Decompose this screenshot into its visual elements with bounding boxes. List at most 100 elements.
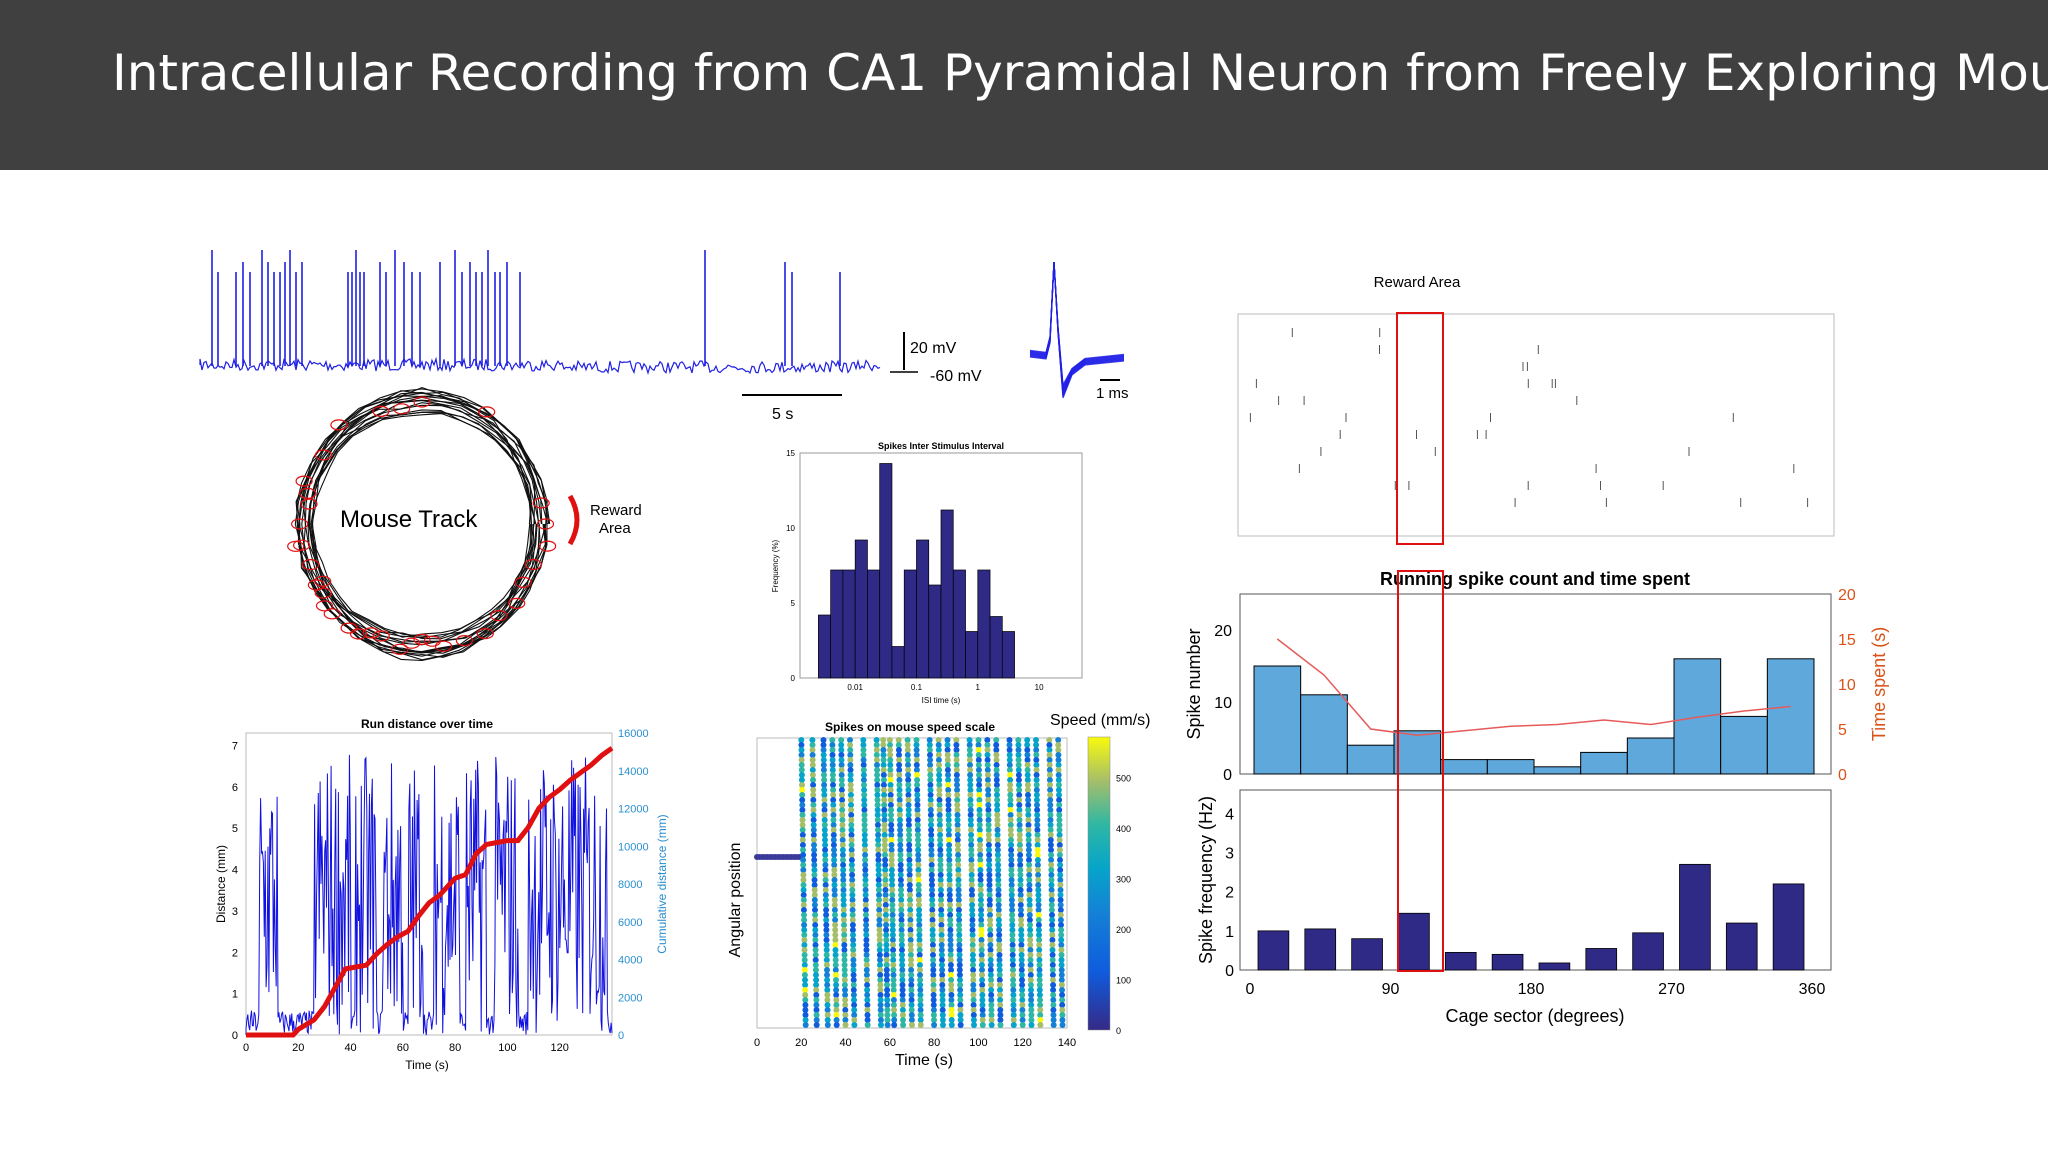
scatter-point	[847, 747, 854, 753]
scatter-point	[1034, 847, 1041, 853]
scatter-point	[832, 942, 839, 948]
scatter-point	[847, 797, 854, 803]
track-spike-marker	[349, 628, 368, 640]
scatter-point	[862, 872, 869, 878]
scatter-point	[883, 947, 890, 953]
freq-xtick: 270	[1658, 981, 1685, 998]
scatter-point	[907, 897, 913, 903]
scatter-point	[927, 782, 934, 788]
scatter-point	[849, 907, 856, 913]
scatter-point	[908, 992, 915, 998]
scatter-point	[930, 997, 937, 1003]
scatter-point	[994, 832, 1001, 838]
scatter-point	[1046, 737, 1053, 743]
track-spike-marker	[538, 540, 557, 552]
colorbar-label: Speed (mm/s)	[1050, 712, 1150, 729]
scatter-point	[946, 867, 953, 873]
waveform-sweep	[1029, 261, 1125, 396]
scatter-point	[1025, 802, 1032, 808]
scatter-point	[1008, 847, 1015, 853]
scatter-point	[936, 797, 943, 803]
scatter-point	[897, 847, 904, 853]
scatter-point	[862, 892, 869, 898]
raster-title: Reward Area	[1374, 274, 1461, 291]
scatter-point	[1033, 787, 1040, 793]
scatter-point	[809, 752, 816, 758]
scatter-point	[887, 762, 894, 768]
scatter-point	[948, 967, 954, 973]
freq-bar	[1585, 948, 1618, 971]
scatter-point	[800, 887, 807, 893]
scatter-point	[800, 882, 807, 888]
scatter-point	[1058, 977, 1065, 983]
scatter-point	[927, 752, 933, 758]
scatter-point	[955, 907, 962, 913]
scatter-point	[1050, 1012, 1057, 1018]
scatter-point	[841, 982, 848, 988]
isi-bar	[867, 569, 881, 679]
scatter-point	[1057, 897, 1064, 903]
count-bar	[1300, 694, 1348, 775]
scatter-point	[979, 1017, 986, 1023]
scatter-point	[1006, 767, 1013, 773]
scatter-point	[979, 987, 986, 993]
scatter-point	[907, 932, 914, 938]
scatter-point	[890, 962, 897, 968]
isi-xtick: 1	[976, 683, 981, 692]
scatter-point	[1026, 887, 1033, 893]
scatter-point	[812, 922, 819, 928]
scatter-point	[812, 917, 819, 923]
scatter-point	[1016, 827, 1023, 833]
scatter-point	[913, 762, 920, 768]
scatter-point	[1055, 742, 1062, 748]
scatter-point	[838, 742, 845, 748]
scatter-point	[1006, 752, 1013, 758]
scatter-point	[850, 937, 857, 943]
scatter-point	[899, 1002, 906, 1008]
scatter-point	[1048, 887, 1055, 893]
scatter-point	[1047, 782, 1053, 788]
freq-ytick: 4	[1225, 806, 1234, 823]
scatter-point	[995, 917, 1002, 923]
scatter-point	[840, 892, 847, 898]
scatter-point	[1016, 802, 1023, 808]
scatter-point	[850, 957, 857, 963]
scatter-point	[887, 742, 893, 748]
scatter-point	[899, 1012, 906, 1018]
scatter-point	[874, 812, 881, 818]
scatter-point	[996, 962, 1003, 968]
scatter-point	[884, 987, 891, 993]
scatter-point	[988, 1012, 995, 1018]
scatter-point	[1017, 882, 1024, 888]
scatter-point	[882, 912, 889, 918]
scatter-point	[798, 747, 805, 753]
scatter-point	[823, 927, 830, 933]
scatter-point	[823, 902, 829, 908]
isi-bar	[1001, 631, 1015, 679]
scatter-point	[862, 867, 869, 873]
scatter-point	[874, 807, 881, 813]
scatter-point	[831, 872, 838, 878]
run-title: Run distance over time	[361, 717, 493, 731]
scatter-point	[1019, 1012, 1026, 1018]
scatter-point	[1059, 1012, 1066, 1018]
scatter-point	[820, 747, 827, 753]
scatter-point	[914, 772, 920, 778]
scatter-point	[1007, 832, 1014, 838]
scatter-point	[1048, 867, 1055, 873]
scatter-point	[801, 972, 808, 978]
scatter-point	[812, 957, 819, 963]
scatter-point	[897, 857, 904, 863]
scatter-point	[1058, 937, 1065, 943]
scatter-point	[1016, 807, 1023, 813]
scatter-point	[969, 907, 976, 913]
scatter-point	[984, 777, 991, 783]
scatter-point	[986, 907, 993, 913]
scatter-point	[1025, 792, 1031, 798]
scatter-point	[822, 877, 829, 883]
scatter-point	[996, 967, 1003, 973]
scatter-point	[917, 982, 924, 988]
scatter-point	[937, 842, 944, 848]
scatter-point	[917, 987, 924, 993]
